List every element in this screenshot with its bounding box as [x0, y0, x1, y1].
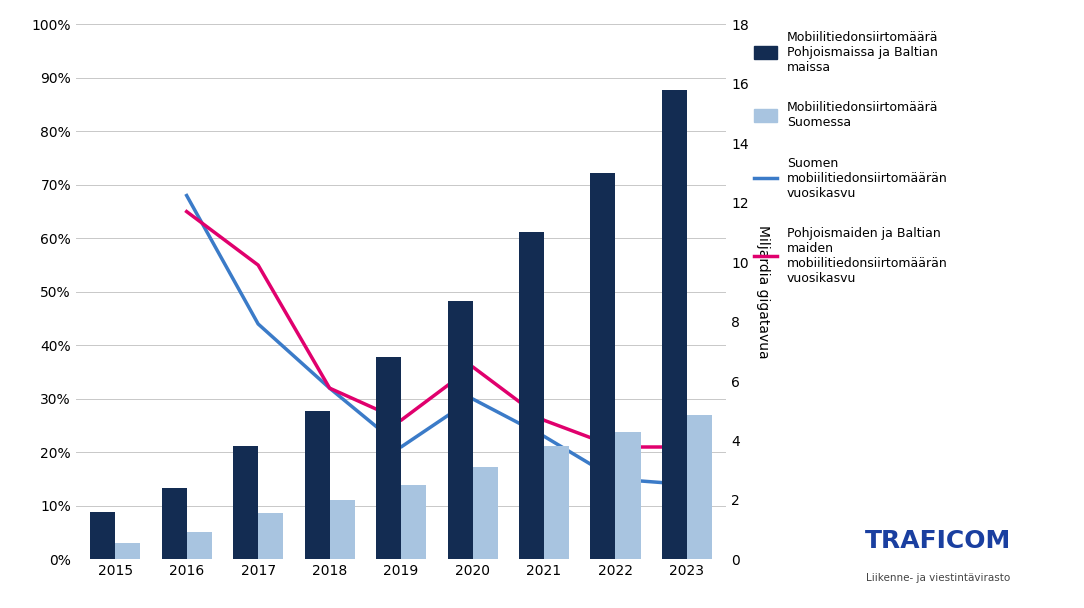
Bar: [473, 467, 498, 559]
Bar: [115, 543, 140, 559]
Bar: [162, 488, 186, 559]
Bar: [305, 411, 330, 559]
Bar: [330, 500, 354, 559]
Bar: [401, 485, 426, 559]
Text: TRAFICOM: TRAFICOM: [865, 529, 1010, 553]
Y-axis label: Miljardia gigatavua: Miljardia gigatavua: [756, 225, 770, 359]
Bar: [544, 446, 569, 559]
Legend: Mobiilitiedonsiirtomäärä
Pohjoismaissa ja Baltian
maissa, Mobiilitiedonsiirtomää: Mobiilitiedonsiirtomäärä Pohjoismaissa j…: [754, 30, 947, 285]
Bar: [233, 446, 258, 559]
Bar: [186, 532, 211, 559]
Bar: [376, 358, 401, 559]
Bar: [591, 173, 616, 559]
Bar: [448, 301, 473, 559]
Bar: [90, 512, 115, 559]
Bar: [662, 90, 687, 559]
Bar: [258, 513, 283, 559]
Text: Liikenne- ja viestintävirasto: Liikenne- ja viestintävirasto: [865, 573, 1010, 582]
Bar: [687, 415, 712, 559]
Bar: [519, 232, 544, 559]
Bar: [616, 432, 641, 559]
